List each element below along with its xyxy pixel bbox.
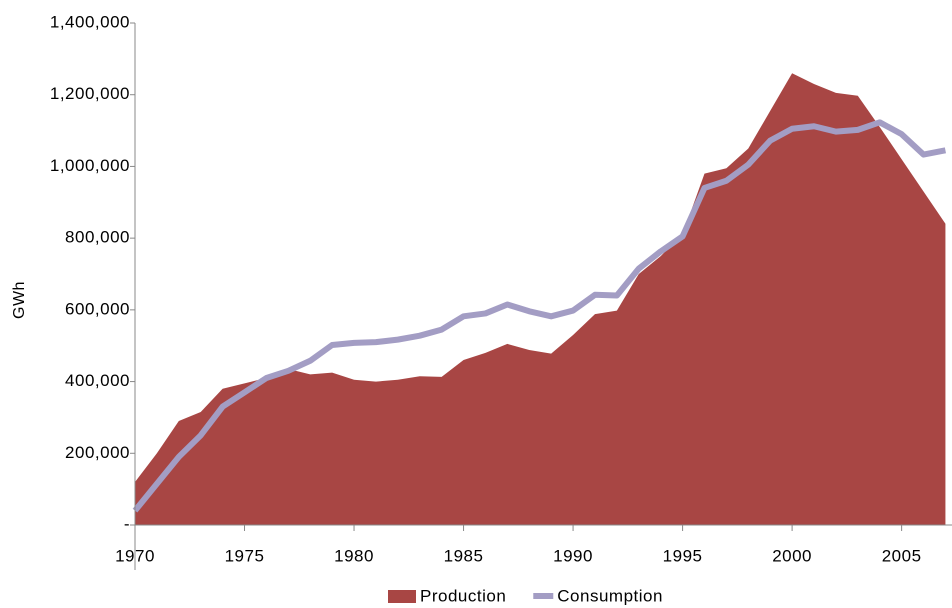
line [132,119,947,513]
x-tick-label: 2005 [882,546,922,565]
legend-label: Consumption [557,586,663,605]
y-tick-label: 1,000,000 [50,156,130,175]
legend-item: Production [388,586,506,605]
legend-label: Production [420,586,506,605]
y-tick-label: 1,400,000 [50,12,130,31]
x-tick-label: 1990 [553,546,593,565]
y-tick-label: - [124,514,130,533]
y-tick-label: 200,000 [65,443,130,462]
x-tick-label: 1975 [225,546,265,565]
area [135,73,946,525]
x-tick-label: 1970 [115,546,155,565]
x-tick-label: 1995 [663,546,703,565]
y-tick-label: 400,000 [65,371,130,390]
x-tick-label: 2000 [772,546,812,565]
legend-swatch [388,590,416,603]
y-tick-label: 800,000 [65,228,130,247]
y-axis-label: GWh [11,281,28,319]
x-tick-label: 1980 [334,546,374,565]
y-tick-label: 600,000 [65,299,130,318]
legend-item: Consumption [533,586,663,605]
y-tick-label: 1,200,000 [50,84,130,103]
x-tick-label: 1985 [444,546,484,565]
